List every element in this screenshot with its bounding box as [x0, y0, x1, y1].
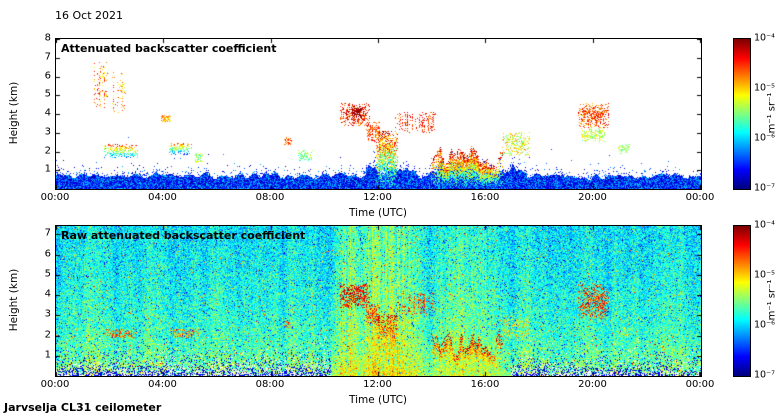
y-tick-label: 2: [44, 329, 51, 341]
colorbar-tick-label: 10⁻⁵: [754, 82, 775, 94]
colorbar: [733, 38, 751, 190]
y-tick-label: 4: [44, 288, 51, 300]
colorbar-tick-label: 10⁻⁶: [754, 132, 775, 144]
heatmap-attenuated-backscatter: [55, 38, 702, 190]
x-tick-label: 08:00: [255, 192, 285, 203]
x-tick-label: 00:00: [685, 379, 715, 390]
x-tick-label: 04:00: [148, 379, 177, 390]
y-tick-label: 6: [44, 70, 51, 81]
x-tick-label: 20:00: [578, 192, 607, 203]
panel-attenuated-backscatter: Attenuated backscatter coefficient 8 7 6 5 4…: [0, 33, 780, 228]
colorbar-tick-label: 10⁻⁷: [754, 182, 775, 194]
colorbar-unit-label: m⁻¹ sr⁻¹: [766, 279, 778, 321]
colorbar-tick-label: 10⁻⁶: [754, 319, 775, 331]
x-tick-label: 12:00: [363, 379, 392, 390]
y-tick-label: 8: [44, 32, 51, 44]
y-tick-label: 4: [44, 107, 51, 119]
y-tick-label: 3: [44, 308, 51, 320]
y-tick-label: 1: [44, 163, 51, 175]
y-tick-label: 5: [44, 88, 51, 100]
colorbar-tick-label: 10⁻⁵: [754, 269, 775, 281]
date-label: 16 Oct 2021: [55, 9, 124, 22]
y-axis-label: Height (km): [8, 81, 20, 145]
y-axis-label: Height (km): [8, 268, 20, 332]
x-tick-label: 16:00: [470, 192, 500, 203]
x-tick-label: 00:00: [40, 379, 70, 390]
colorbar: [733, 225, 751, 377]
x-axis-label: Time (UTC): [348, 207, 408, 219]
x-tick-label: 12:00: [363, 192, 392, 203]
colorbar-tick-label: 10⁻⁴: [754, 219, 775, 231]
x-tick-label: 16:00: [470, 379, 500, 390]
colorbar-tick-label: 10⁻⁷: [754, 369, 775, 381]
x-tick-label: 04:00: [148, 192, 177, 203]
heatmap-raw-attenuated-backscatter: [55, 225, 702, 377]
x-tick-label: 00:00: [40, 192, 70, 203]
x-tick-label: 08:00: [255, 379, 285, 390]
panel-title: Attenuated backscatter coefficient: [61, 42, 277, 55]
y-tick-label: 5: [44, 268, 51, 280]
instrument-label: Jarvselja CL31 ceilometer: [4, 401, 162, 414]
x-tick-label: 00:00: [685, 192, 715, 203]
y-tick-label: 6: [44, 248, 51, 260]
y-tick-label: 7: [44, 51, 51, 63]
colorbar-tick-label: 10⁻⁴: [754, 32, 775, 44]
y-tick-label: 2: [44, 145, 51, 156]
panel-raw-attenuated-backscatter: Raw attenuated backscatter coefficient 7…: [0, 220, 780, 415]
x-tick-label: 20:00: [578, 379, 607, 390]
y-tick-label: 1: [44, 349, 51, 361]
panel-title: Raw attenuated backscatter coefficient: [61, 229, 306, 242]
x-axis-label: Time (UTC): [348, 394, 408, 406]
y-tick-label: 7: [44, 227, 51, 239]
y-tick-label: 3: [44, 126, 51, 138]
colorbar-unit-label: m⁻¹ sr⁻¹: [766, 92, 778, 134]
